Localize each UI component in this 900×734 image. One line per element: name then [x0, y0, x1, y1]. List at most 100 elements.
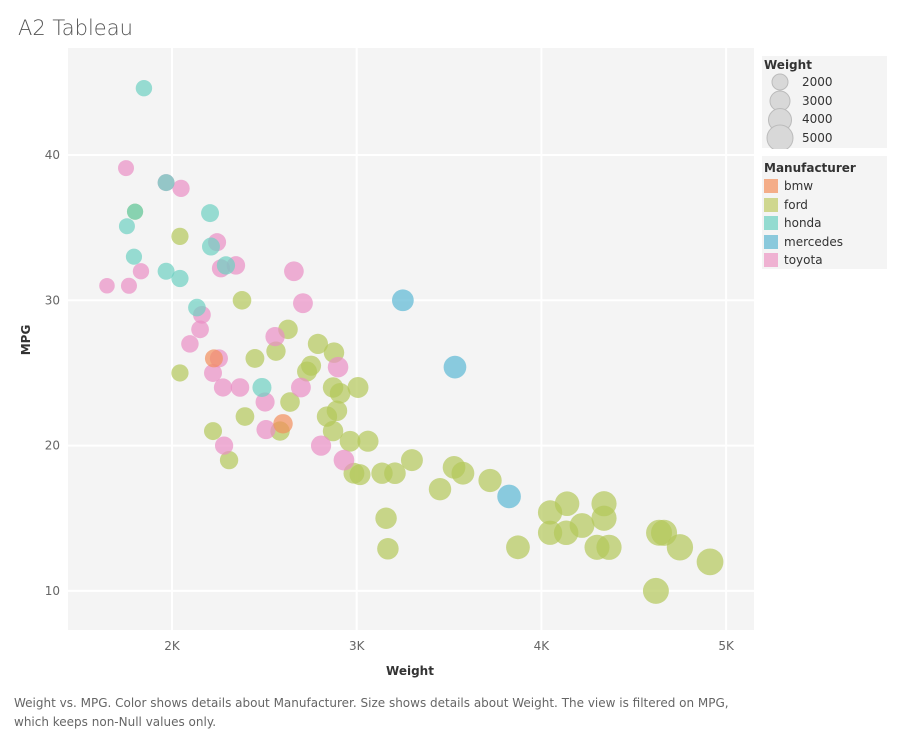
- point-mercedes[interactable]: [443, 355, 467, 379]
- size-legend-circle-5000: [766, 124, 794, 149]
- point-ford[interactable]: [339, 430, 361, 452]
- point-toyota[interactable]: [256, 420, 276, 440]
- point-toyota[interactable]: [181, 335, 199, 353]
- point-honda[interactable]: [157, 262, 175, 280]
- point-bmw[interactable]: [273, 414, 293, 434]
- size-legend-label: 5000: [802, 130, 833, 145]
- legend-item-toyota[interactable]: toyota: [762, 251, 887, 270]
- caption: Weight vs. MPG. Color shows details abou…: [14, 696, 729, 729]
- legend-label: honda: [784, 216, 822, 231]
- point-ford[interactable]: [204, 422, 223, 441]
- point-ford[interactable]: [400, 449, 423, 472]
- point-ford[interactable]: [235, 407, 255, 426]
- point-toyota[interactable]: [284, 261, 304, 282]
- point-toyota[interactable]: [120, 277, 137, 294]
- size-legend[interactable]: Weight 2000 3000 4000 5000: [762, 56, 887, 149]
- point-ford[interactable]: [591, 505, 617, 531]
- point-honda[interactable]: [252, 377, 272, 398]
- size-legend-circles: [766, 73, 794, 149]
- point-toyota[interactable]: [118, 160, 134, 177]
- point-toyota[interactable]: [265, 326, 285, 347]
- point-honda[interactable]: [201, 237, 220, 256]
- legend-item-honda[interactable]: honda: [762, 214, 887, 233]
- point-toyota[interactable]: [204, 363, 223, 382]
- point-ford[interactable]: [307, 333, 328, 354]
- y-axis-title: MPG: [19, 325, 33, 356]
- x-tick-label: 4K: [534, 639, 551, 653]
- point-ford[interactable]: [384, 462, 406, 485]
- point-honda[interactable]: [157, 174, 175, 192]
- y-tick-label: 10: [45, 584, 60, 598]
- legend-item-mercedes[interactable]: mercedes: [762, 233, 887, 252]
- point-ford[interactable]: [506, 535, 530, 560]
- size-legend-title: Weight: [764, 58, 812, 72]
- point-toyota[interactable]: [291, 377, 311, 398]
- marks: [99, 79, 724, 604]
- point-mercedes[interactable]: [391, 289, 414, 312]
- legend-swatch: [764, 179, 778, 194]
- point-ford[interactable]: [349, 464, 371, 486]
- point-ford[interactable]: [297, 361, 317, 382]
- point-toyota[interactable]: [99, 278, 115, 294]
- point-ford[interactable]: [329, 382, 351, 404]
- point-honda[interactable]: [118, 218, 135, 235]
- point-honda[interactable]: [188, 298, 206, 317]
- point-ford[interactable]: [478, 468, 502, 493]
- point-ford[interactable]: [347, 377, 369, 398]
- size-legend-label: 2000: [802, 75, 833, 90]
- point-ford[interactable]: [326, 400, 348, 421]
- point-ford[interactable]: [266, 341, 286, 361]
- x-tick-label: 5K: [718, 639, 735, 653]
- legend-label: ford: [784, 197, 808, 212]
- point-toyota[interactable]: [213, 378, 233, 397]
- point-toyota[interactable]: [310, 435, 332, 456]
- point-honda[interactable]: [126, 203, 144, 220]
- point-toyota[interactable]: [255, 392, 275, 412]
- point-honda[interactable]: [135, 79, 153, 97]
- y-tick-label: 20: [45, 439, 60, 453]
- point-ford[interactable]: [428, 477, 452, 501]
- point-ford[interactable]: [451, 461, 475, 485]
- point-ford[interactable]: [375, 507, 397, 529]
- point-ford[interactable]: [666, 534, 694, 561]
- point-honda[interactable]: [171, 269, 189, 288]
- point-ford[interactable]: [554, 491, 580, 517]
- point-ford[interactable]: [280, 392, 300, 412]
- dashboard-title: A2 Tableau: [18, 16, 133, 40]
- point-toyota[interactable]: [333, 449, 355, 471]
- point-honda[interactable]: [216, 256, 236, 275]
- point-toyota[interactable]: [230, 378, 250, 397]
- point-ford[interactable]: [696, 548, 724, 576]
- point-toyota[interactable]: [327, 356, 349, 378]
- point-toyota[interactable]: [293, 293, 313, 314]
- point-ford[interactable]: [357, 430, 379, 452]
- legend-item-bmw[interactable]: bmw: [762, 177, 887, 196]
- point-ford[interactable]: [596, 534, 622, 560]
- size-legend-label: 4000: [802, 112, 833, 127]
- point-ford[interactable]: [322, 420, 344, 442]
- size-legend-label: 3000: [802, 93, 833, 108]
- point-ford[interactable]: [245, 348, 265, 368]
- point-ford[interactable]: [171, 227, 189, 245]
- point-ford[interactable]: [232, 290, 252, 310]
- point-honda[interactable]: [201, 204, 220, 223]
- point-toyota[interactable]: [191, 320, 209, 339]
- point-bmw[interactable]: [204, 349, 223, 368]
- size-legend-circle-2000: [771, 73, 789, 91]
- legend-label: toyota: [784, 253, 823, 268]
- point-toyota[interactable]: [172, 179, 190, 198]
- point-ford[interactable]: [377, 538, 399, 560]
- point-ford[interactable]: [171, 364, 189, 382]
- point-honda[interactable]: [125, 248, 143, 265]
- point-mercedes[interactable]: [497, 484, 521, 509]
- point-ford[interactable]: [569, 513, 595, 538]
- point-ford[interactable]: [642, 577, 669, 604]
- point-toyota[interactable]: [132, 263, 150, 280]
- color-legend[interactable]: Manufacturer bmw ford honda mercedes toyota: [762, 156, 887, 269]
- legend-label: bmw: [784, 179, 814, 194]
- point-toyota[interactable]: [214, 436, 234, 455]
- point-ford[interactable]: [219, 450, 239, 470]
- legend-swatch: [764, 197, 778, 212]
- legend-item-ford[interactable]: ford: [762, 196, 887, 215]
